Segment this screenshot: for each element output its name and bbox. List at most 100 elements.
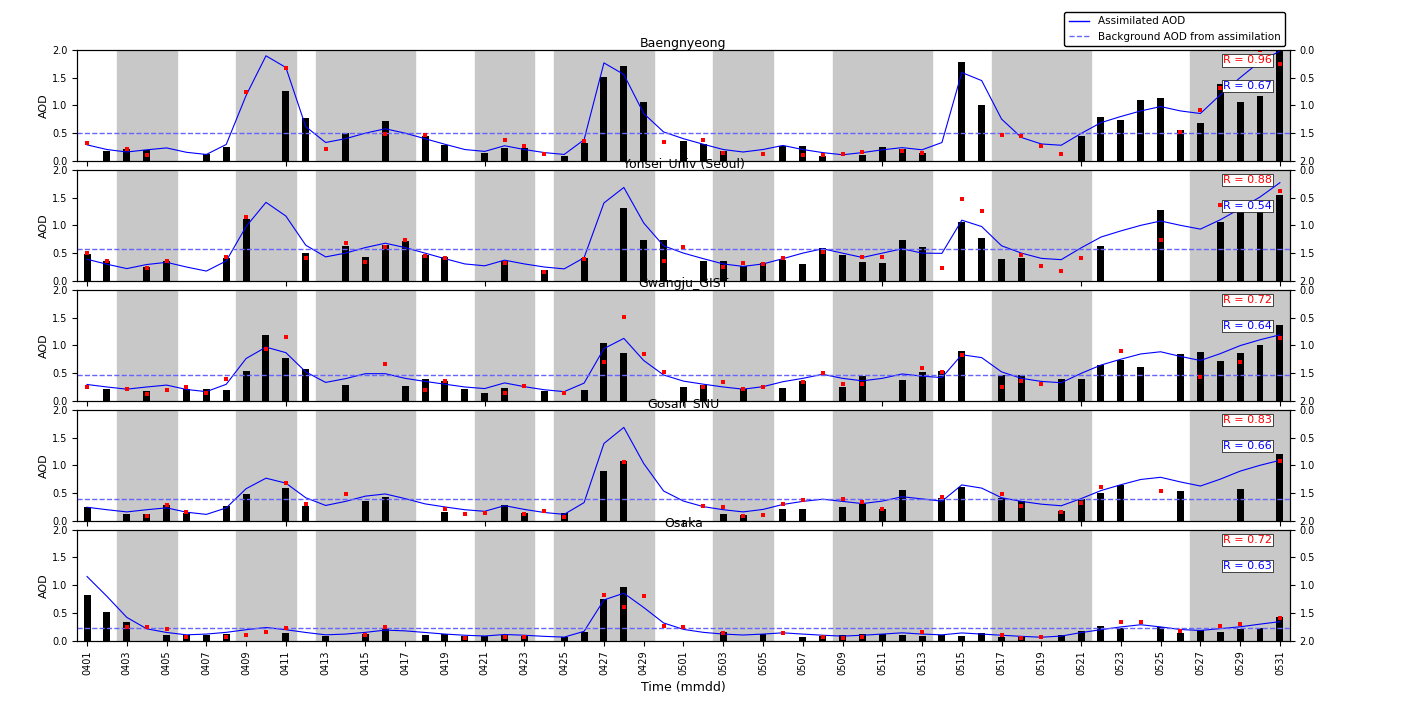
Point <box>1130 617 1152 628</box>
Bar <box>991 290 1091 401</box>
Bar <box>163 261 170 281</box>
Point <box>474 507 496 518</box>
Bar <box>879 634 886 641</box>
Point <box>632 349 655 360</box>
Bar <box>84 507 91 521</box>
Bar <box>303 369 310 401</box>
Bar <box>620 587 627 641</box>
Y-axis label: AOD: AOD <box>39 333 49 357</box>
Point <box>275 622 297 633</box>
Y-axis label: AOD: AOD <box>39 213 49 238</box>
Point <box>990 129 1012 140</box>
Bar <box>1078 498 1085 521</box>
Bar <box>938 371 945 401</box>
Bar <box>442 145 449 161</box>
Bar <box>760 263 767 281</box>
Bar <box>501 261 508 281</box>
Point <box>771 252 794 263</box>
Bar <box>362 501 369 521</box>
Point <box>294 498 317 510</box>
Bar <box>203 389 210 401</box>
Point <box>812 149 834 160</box>
Point <box>1189 371 1211 382</box>
Point <box>513 140 536 152</box>
Bar <box>422 255 429 281</box>
Bar <box>303 506 310 521</box>
Bar <box>303 253 310 281</box>
Point <box>792 376 815 387</box>
Point <box>613 456 635 468</box>
Bar <box>236 169 296 281</box>
Point <box>911 147 934 159</box>
Bar <box>1217 632 1224 641</box>
Bar <box>859 377 866 401</box>
Bar <box>580 632 587 641</box>
Point <box>215 631 237 642</box>
Point <box>414 129 436 140</box>
Bar <box>580 390 587 401</box>
Bar <box>1237 489 1244 521</box>
Point <box>831 379 854 390</box>
Point <box>871 503 893 515</box>
Bar <box>401 387 408 401</box>
Bar <box>522 636 529 641</box>
Bar <box>938 635 945 641</box>
Bar <box>680 387 687 401</box>
Point <box>990 382 1012 393</box>
Bar <box>833 169 932 281</box>
Bar <box>116 530 177 641</box>
Text: R = 0.63: R = 0.63 <box>1223 561 1272 571</box>
Bar <box>1256 206 1263 281</box>
Point <box>314 143 336 155</box>
Bar <box>714 409 773 521</box>
Bar <box>104 261 111 281</box>
Bar <box>1018 501 1025 521</box>
Point <box>394 234 416 246</box>
Bar <box>838 256 845 281</box>
Bar <box>998 375 1005 401</box>
Point <box>156 624 178 635</box>
Point <box>1269 456 1291 467</box>
Bar <box>959 222 966 281</box>
Point <box>890 145 913 157</box>
Bar <box>104 150 111 161</box>
Point <box>552 388 575 399</box>
Bar <box>1178 354 1183 401</box>
Bar <box>1276 454 1283 521</box>
Bar <box>342 133 349 161</box>
Point <box>1050 506 1073 518</box>
Point <box>1011 375 1033 387</box>
Bar <box>362 257 369 281</box>
Bar <box>1178 633 1183 641</box>
Point <box>732 511 754 522</box>
Text: R = 0.72: R = 0.72 <box>1223 295 1272 305</box>
Bar <box>620 461 627 521</box>
Point <box>751 510 774 521</box>
Point <box>513 508 536 520</box>
Bar <box>879 263 886 281</box>
Bar <box>719 261 726 281</box>
Bar <box>1018 637 1025 641</box>
Bar <box>422 379 429 401</box>
Bar <box>1078 631 1085 641</box>
Bar <box>838 635 845 641</box>
Point <box>494 135 516 146</box>
Bar <box>740 266 747 281</box>
Point <box>812 246 834 258</box>
Bar <box>322 636 329 641</box>
Point <box>1070 498 1092 509</box>
Bar <box>362 634 369 641</box>
Bar <box>116 290 177 401</box>
Bar <box>1098 246 1105 281</box>
Bar <box>1117 120 1124 161</box>
Point <box>374 241 397 253</box>
Bar <box>223 390 230 401</box>
Point <box>1230 357 1252 368</box>
Bar <box>879 509 886 521</box>
Bar <box>223 258 230 281</box>
Bar <box>780 388 787 401</box>
Point <box>812 632 834 643</box>
Point <box>334 488 356 499</box>
Point <box>374 621 397 632</box>
Bar <box>719 632 726 641</box>
